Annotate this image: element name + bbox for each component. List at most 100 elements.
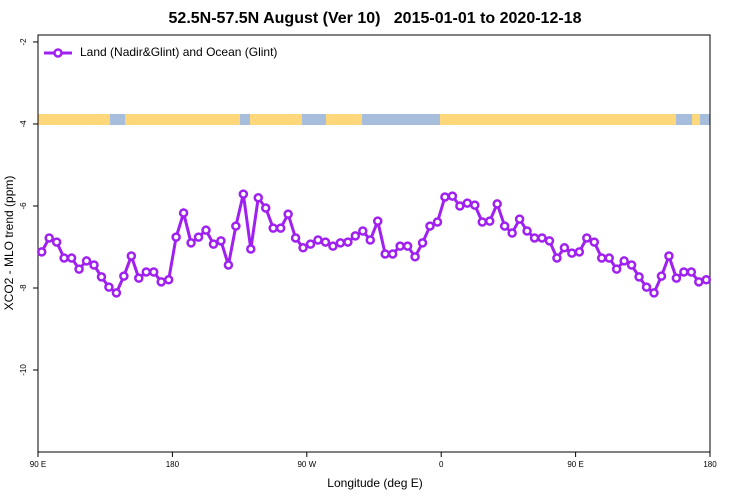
point <box>470 200 480 210</box>
point <box>51 237 62 247</box>
point <box>313 235 323 245</box>
point <box>96 272 107 282</box>
ocean <box>38 114 710 125</box>
point <box>417 238 428 248</box>
point <box>529 233 540 243</box>
y-axis-label: XCO2 - MLO trend (ppm) <box>2 176 16 311</box>
point <box>686 267 697 277</box>
x-axis-label: Longitude (deg E) <box>327 476 422 490</box>
point <box>596 253 607 263</box>
land-ocean-strip <box>38 114 710 125</box>
point <box>440 192 450 202</box>
point <box>544 236 555 246</box>
land <box>125 114 240 125</box>
y-tick-label: -10 <box>19 364 28 376</box>
point <box>499 221 510 231</box>
x-tick-label: 90 W <box>297 460 316 469</box>
point <box>559 243 570 253</box>
point <box>141 267 152 277</box>
point <box>425 221 435 231</box>
point <box>484 216 495 226</box>
point <box>44 233 54 243</box>
point <box>582 233 592 243</box>
point <box>216 236 226 246</box>
point <box>567 248 577 258</box>
point <box>89 260 99 270</box>
point <box>507 228 517 238</box>
point <box>186 238 196 248</box>
x-tick-label: 90 E <box>567 460 583 469</box>
point <box>410 252 420 262</box>
point <box>298 243 308 253</box>
plot-frame <box>37 34 711 453</box>
point <box>701 275 712 285</box>
land <box>250 114 302 125</box>
y-tick-label: -2 <box>19 38 28 46</box>
point <box>208 239 219 249</box>
point <box>664 251 674 261</box>
point <box>447 191 458 201</box>
point <box>104 282 114 292</box>
point <box>641 282 652 292</box>
point <box>462 198 473 208</box>
point <box>283 209 293 219</box>
point <box>305 239 316 249</box>
point <box>111 288 122 298</box>
point <box>380 249 390 259</box>
point <box>455 201 465 211</box>
point <box>537 233 547 243</box>
point <box>335 238 346 248</box>
point <box>432 217 443 227</box>
point <box>171 232 181 242</box>
point <box>275 223 286 233</box>
point <box>343 237 353 247</box>
point <box>238 189 249 199</box>
point <box>395 241 405 251</box>
point <box>634 272 644 282</box>
point <box>290 233 301 243</box>
point <box>649 288 659 298</box>
point <box>246 244 256 254</box>
point <box>552 253 562 263</box>
point <box>268 223 278 233</box>
point <box>365 235 376 245</box>
point <box>148 267 159 277</box>
y-tick-label: -4 <box>19 120 28 128</box>
point <box>126 251 137 261</box>
land <box>38 114 110 125</box>
land <box>440 114 676 125</box>
point <box>387 249 398 259</box>
point <box>350 231 361 241</box>
point <box>679 267 689 277</box>
point <box>253 193 264 203</box>
point <box>671 273 682 283</box>
y-tick-label: -6 <box>19 202 28 210</box>
point <box>260 203 271 213</box>
legend-label: Land (Nadir&Glint) and Ocean (Glint) <box>80 45 277 59</box>
point <box>492 199 502 209</box>
land <box>692 114 700 125</box>
x-tick-label: 90 E <box>30 460 46 469</box>
point <box>178 208 189 218</box>
point <box>201 225 211 235</box>
point <box>574 247 585 257</box>
legend-marker <box>53 48 63 58</box>
point <box>66 253 77 263</box>
land <box>326 114 362 125</box>
chart-title: 52.5N-57.5N August (Ver 10) 2015-01-01 t… <box>169 10 582 27</box>
x-tick-label: 0 <box>439 460 444 469</box>
point <box>619 256 629 266</box>
point <box>358 226 368 236</box>
point <box>328 241 338 251</box>
point <box>402 241 413 251</box>
point <box>626 260 637 270</box>
point <box>156 277 166 287</box>
point <box>372 216 383 226</box>
point <box>59 253 69 263</box>
point <box>134 273 144 283</box>
point <box>36 247 47 257</box>
point <box>589 237 600 247</box>
point <box>119 271 129 281</box>
point <box>231 221 241 231</box>
